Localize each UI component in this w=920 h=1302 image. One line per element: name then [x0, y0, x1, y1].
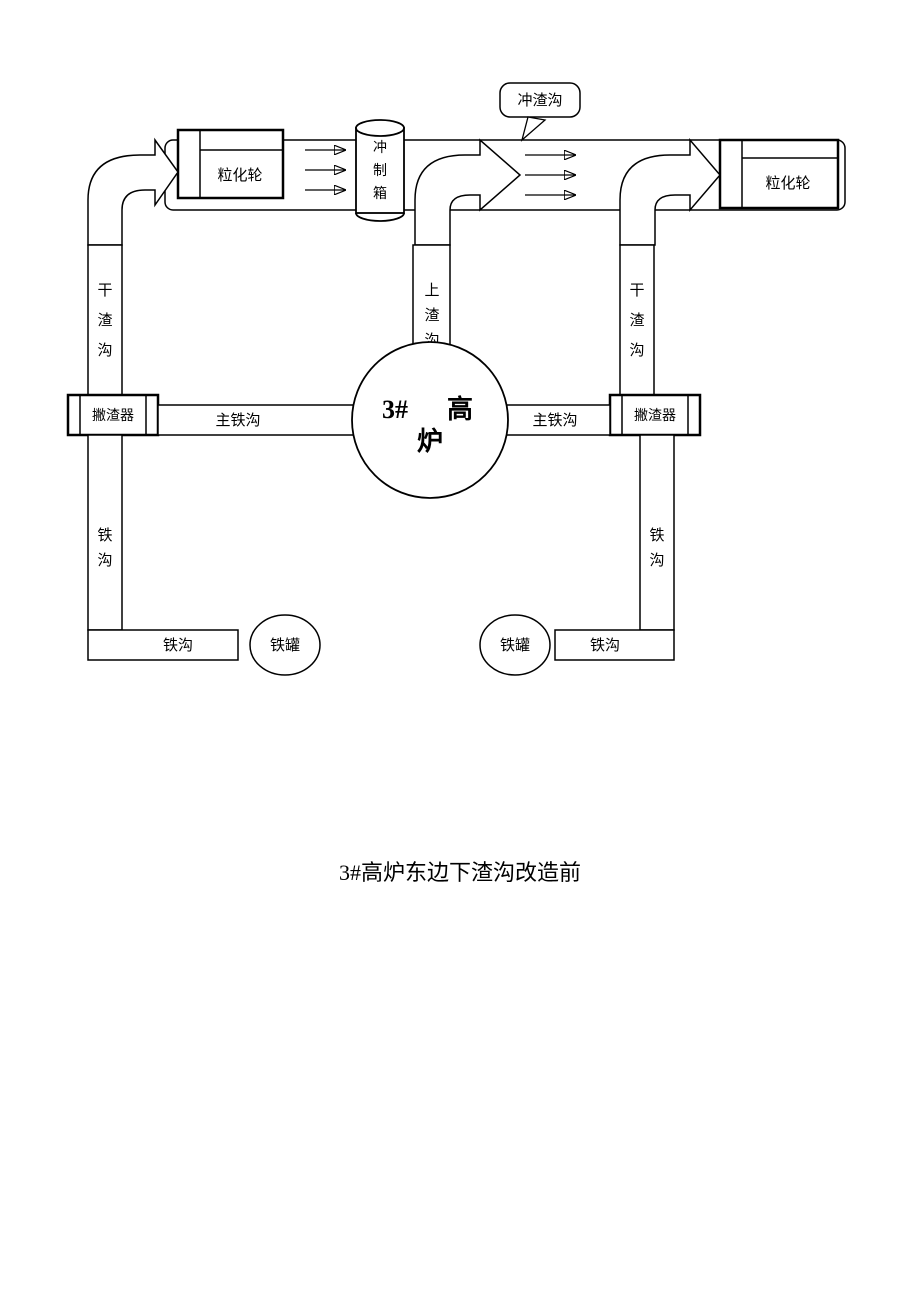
main-iron-left-label: 主铁沟: [215, 412, 260, 429]
iron-can-left: 铁罐: [250, 615, 320, 675]
upper-slag-c1: 上: [424, 282, 439, 299]
iron-can-left-label: 铁罐: [270, 637, 300, 654]
dry-slag-left-c1: 干: [97, 283, 112, 299]
dry-slag-left: 干 渣 沟: [88, 245, 122, 395]
skimmer-left: 撇渣器: [68, 395, 158, 435]
iron-ditch-left-h: 铁沟: [88, 630, 238, 660]
punch-box: 冲 制 箱: [356, 120, 404, 221]
main-iron-right-label: 主铁沟: [532, 412, 577, 429]
iron-ditch-right-h-label: 铁沟: [590, 637, 620, 654]
dry-slag-right-c2: 渣: [629, 312, 644, 329]
iron-ditch-left-v-c2: 沟: [97, 552, 112, 569]
iron-can-right-label: 铁罐: [500, 637, 530, 654]
iron-ditch-right-v-c2: 沟: [649, 552, 664, 569]
dry-slag-right: 干 渣 沟: [620, 245, 654, 395]
iron-ditch-right-v: 铁 沟: [640, 435, 674, 630]
upper-slag-c2: 渣: [424, 307, 439, 324]
punch-box-char2: 制: [373, 163, 387, 179]
dry-slag-right-c1: 干: [629, 283, 644, 299]
furnace: 3# 高 炉: [352, 342, 508, 498]
skimmer-left-label: 撇渣器: [92, 408, 134, 424]
dry-slag-left-c2: 渣: [97, 312, 112, 329]
callout-chongzhagou: 冲渣沟: [500, 83, 580, 140]
furnace-line1a: 3#: [382, 395, 408, 424]
iron-ditch-left-v: 铁 沟: [88, 435, 122, 630]
iron-ditch-right-v-c1: 铁: [649, 527, 664, 544]
granulator-right: 粒化轮: [720, 140, 838, 208]
iron-can-right: 铁罐: [480, 615, 550, 675]
furnace-line2: 炉: [417, 427, 443, 456]
main-iron-left: 主铁沟: [158, 405, 358, 435]
granulator-left: 粒化轮: [178, 130, 283, 198]
skimmer-right-label: 撇渣器: [634, 408, 676, 424]
granulator-left-label: 粒化轮: [217, 167, 262, 184]
skimmer-right: 撇渣器: [610, 395, 700, 435]
iron-ditch-left-h-label: 铁沟: [163, 637, 193, 654]
iron-ditch-right-h: 铁沟: [555, 630, 674, 660]
furnace-line1b: 高: [447, 394, 473, 424]
dry-slag-right-c3: 沟: [629, 342, 644, 359]
punch-box-char3: 箱: [373, 186, 387, 202]
big-arrow-left: [88, 140, 178, 245]
diagram-caption: 3#高炉东边下渣沟改造前: [339, 860, 581, 885]
main-iron-right: 主铁沟: [500, 405, 610, 435]
dry-slag-left-c3: 沟: [97, 342, 112, 359]
punch-box-char1: 冲: [373, 140, 387, 156]
iron-ditch-left-v-c1: 铁: [97, 527, 112, 544]
granulator-right-label: 粒化轮: [765, 175, 810, 192]
callout-label: 冲渣沟: [517, 92, 562, 109]
process-diagram: 冲渣沟 粒化轮 粒化轮 冲 制 箱: [0, 0, 920, 1302]
